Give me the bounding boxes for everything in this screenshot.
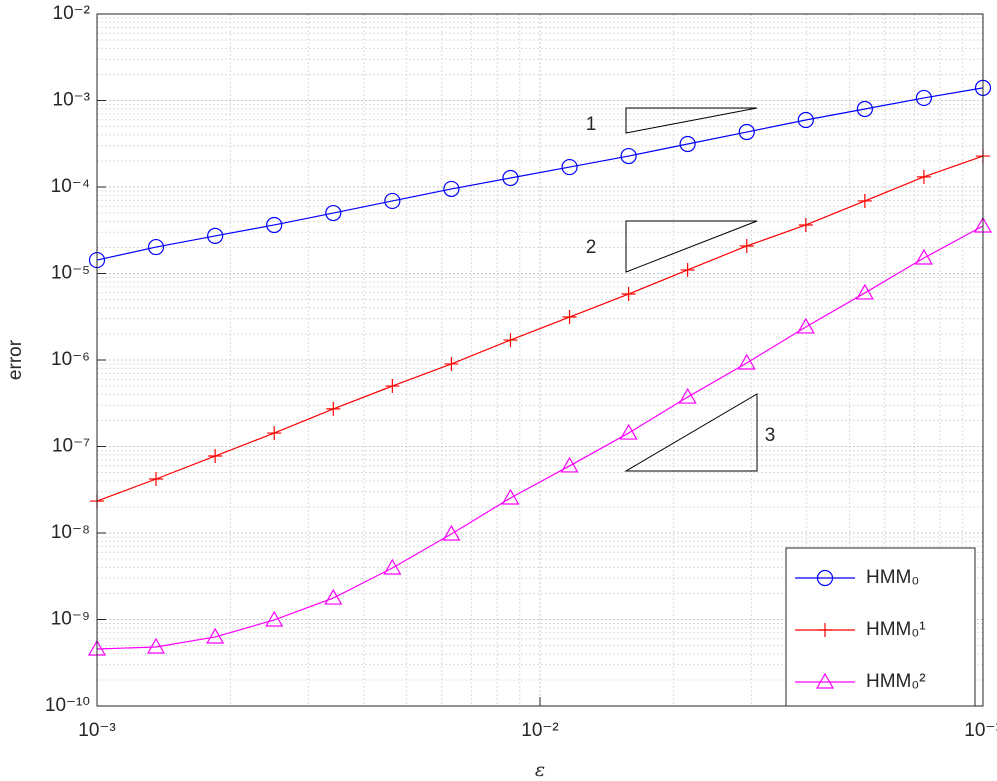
- marker: [501, 488, 520, 505]
- y-tick-label: 10⁻⁴: [51, 176, 90, 197]
- marker: [855, 283, 874, 300]
- marker: [324, 588, 343, 605]
- marker: [816, 569, 834, 587]
- annotation: 2: [586, 237, 597, 258]
- y-tick-label: 10⁻⁶: [51, 349, 90, 370]
- slope-triangle: [625, 220, 758, 273]
- marker: [679, 135, 696, 153]
- series-line: [96, 155, 984, 502]
- legend: HMM₀ HMM₀¹ HMM₀²: [785, 547, 976, 707]
- x-tick-label: 10⁻³: [78, 720, 116, 741]
- marker: [443, 180, 460, 198]
- marker: [383, 558, 402, 575]
- y-tick-label: 10⁻⁹: [51, 609, 90, 630]
- legend-label: HMM₀²: [866, 671, 926, 692]
- marker: [207, 227, 224, 245]
- series-line: [96, 225, 984, 650]
- marker: [737, 353, 756, 370]
- marker: [146, 637, 166, 654]
- y-tick-label: 10⁻¹⁰: [45, 695, 90, 716]
- marker: [678, 387, 697, 404]
- marker: [560, 456, 579, 473]
- marker: [738, 123, 755, 141]
- marker: [916, 169, 931, 184]
- y-tick-label: 10⁻⁷: [52, 436, 90, 457]
- marker: [502, 169, 519, 187]
- marker: [562, 310, 577, 325]
- marker: [444, 356, 459, 371]
- marker: [503, 333, 518, 348]
- marks: [87, 79, 993, 656]
- x-tick-label: 10⁻¹: [964, 720, 997, 741]
- marker: [326, 401, 341, 416]
- marker: [619, 423, 638, 440]
- marker: [147, 238, 165, 256]
- marker: [442, 524, 461, 541]
- marker: [857, 193, 872, 208]
- slope-triangle: [624, 393, 758, 472]
- annotation: 1: [586, 114, 597, 135]
- marker: [384, 192, 401, 210]
- marker: [266, 216, 283, 234]
- marker: [620, 147, 637, 165]
- y-tick-label: 10⁻⁸: [51, 522, 90, 543]
- marker: [621, 287, 636, 302]
- annotation: 3: [765, 425, 776, 446]
- x-axis-label: ε: [535, 759, 545, 781]
- legend-label: HMM₀¹: [866, 619, 926, 640]
- legend-label: HMM₀: [866, 567, 919, 588]
- marker: [680, 262, 695, 277]
- marker: [208, 449, 223, 464]
- marker: [206, 627, 225, 644]
- marker: [815, 672, 835, 689]
- marker: [325, 204, 342, 222]
- marker: [797, 111, 814, 129]
- marker: [856, 100, 873, 118]
- marker: [914, 248, 933, 265]
- marker: [915, 89, 933, 107]
- marker: [265, 610, 284, 627]
- marker: [818, 623, 832, 637]
- marker: [796, 317, 815, 334]
- marker: [561, 158, 578, 176]
- marker: [267, 426, 282, 441]
- marker: [739, 238, 754, 253]
- y-tick-label: 10⁻³: [53, 90, 91, 111]
- x-tick-label: 10⁻²: [521, 720, 559, 741]
- marker: [149, 472, 164, 486]
- y-tick-label: 10⁻⁵: [51, 263, 90, 284]
- marker: [798, 217, 813, 232]
- y-axis-label: error: [5, 339, 26, 380]
- legend-box: [785, 547, 976, 707]
- marker: [385, 379, 400, 394]
- slope-triangle: [625, 107, 758, 134]
- y-tick-label: 10⁻²: [53, 3, 91, 24]
- axes-frame: [96, 13, 984, 707]
- series-line: [96, 87, 984, 261]
